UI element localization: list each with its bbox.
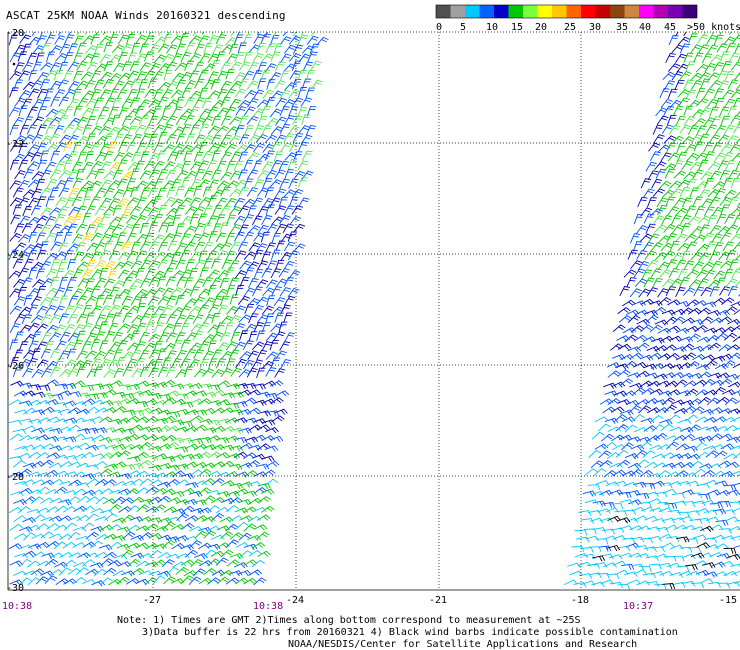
colorbar-tick-1: 5 — [460, 22, 466, 32]
colorbar-swatch-15 — [653, 5, 668, 18]
colorbar-swatch-0 — [436, 5, 451, 18]
lat-label-0: -20 — [6, 28, 24, 39]
colorbar-swatch-1 — [450, 5, 465, 18]
lon-label-0: -27 — [143, 595, 161, 606]
lat-label-1: -22 — [6, 139, 24, 150]
colorbar-swatch-8 — [552, 5, 567, 18]
colorbar-tick-3: 15 — [511, 22, 523, 32]
colorbar-tick-5: 25 — [564, 22, 576, 32]
colorbar-swatch-9 — [566, 5, 581, 18]
lon-label-3: -18 — [571, 595, 589, 606]
colorbar-swatch-2 — [465, 5, 480, 18]
colorbar-swatch-3 — [479, 5, 494, 18]
lat-label-2: -24 — [6, 250, 24, 261]
time-label-0: 10:38 — [2, 601, 32, 612]
lat-label-4: -28 — [6, 472, 24, 483]
lat-label-3: -26 — [6, 361, 24, 372]
time-label-1: 10:38 — [253, 601, 283, 612]
colorbar-swatch-17 — [682, 5, 697, 18]
colorbar-tick-labels: 0 5 10 15 20 25 30 35 40 45 >50 knots — [436, 22, 740, 32]
lat-lon-grid — [8, 32, 740, 590]
colorbar-tick-6: 30 — [589, 22, 601, 32]
colorbar-tick-9: 45 — [664, 22, 676, 32]
lon-label-1: -24 — [286, 595, 304, 606]
latitude-axis-labels: -20 -22 -24 -26 -28 -30 — [6, 28, 24, 594]
colorbar-tick-2: 10 — [486, 22, 498, 32]
wind-barb-group-1 — [8, 32, 740, 587]
colorbar-swatch-7 — [537, 5, 552, 18]
swath-time-labels: 10:38 10:38 10:37 — [2, 601, 653, 612]
wind-barb-group-3 — [71, 32, 740, 586]
lon-label-4: -15 — [719, 595, 737, 606]
wind-barb-group-6 — [591, 515, 740, 590]
footnote-line-2: 3)Data buffer is 22 hrs from 20160321 4)… — [142, 627, 678, 638]
footnote-line-1: Note: 1) Times are GMT 2)Times along bot… — [117, 615, 581, 626]
colorbar-swatch-13 — [624, 5, 639, 18]
colorbar-swatch-12 — [610, 5, 625, 18]
colorbar-tick-10: >50 knots — [687, 22, 740, 32]
colorbar-swatch-11 — [595, 5, 610, 18]
colorbar-tick-7: 35 — [616, 22, 628, 32]
colorbar-tick-4: 20 — [535, 22, 547, 32]
colorbar-swatch-5 — [508, 5, 523, 18]
longitude-axis-labels: -27 -24 -21 -18 -15 — [143, 595, 737, 606]
colorbar-swatch-16 — [668, 5, 683, 18]
colorbar-tick-8: 40 — [639, 22, 651, 32]
colorbar-swatches — [435, 4, 698, 19]
colorbar-tick-0: 0 — [436, 22, 442, 32]
colorbar-swatch-10 — [581, 5, 596, 18]
wind-barb-group-5 — [8, 399, 740, 590]
time-label-2: 10:37 — [623, 601, 653, 612]
wind-speed-colorbar: 0 5 10 15 20 25 30 35 40 45 >50 knots — [435, 4, 740, 32]
footnote-line-3: NOAA/NESDIS/Center for Satellite Applica… — [288, 639, 638, 650]
wind-barb-group-0 — [8, 32, 740, 462]
island-marker — [12, 62, 16, 66]
wind-barb-group-2 — [39, 32, 740, 471]
wind-barbs — [8, 32, 740, 590]
colorbar-swatch-4 — [494, 5, 509, 18]
plot-frame — [7, 31, 740, 591]
map-title: ASCAT 25KM NOAA Winds 20160321 descendin… — [6, 9, 286, 22]
lon-label-2: -21 — [429, 595, 447, 606]
lat-label-5: -30 — [6, 583, 24, 594]
wind-barb-group-4 — [63, 141, 135, 279]
colorbar-swatch-14 — [639, 5, 654, 18]
colorbar-swatch-6 — [523, 5, 538, 18]
